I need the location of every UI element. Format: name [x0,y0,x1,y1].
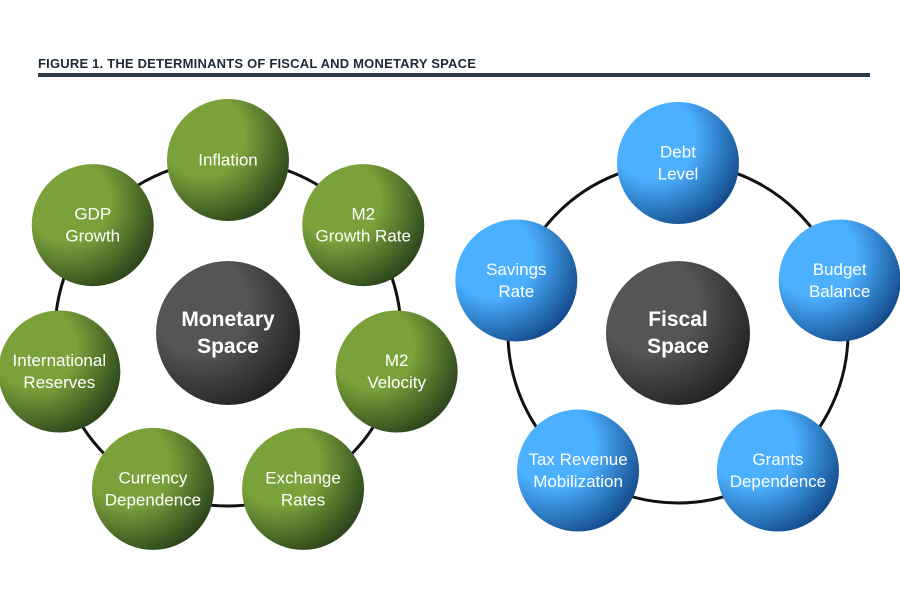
grants-dependence-node [716,409,839,532]
m2-velocity-node [335,310,458,433]
international-reserves-label: International Reserves [13,351,107,392]
gdp-growth-node [31,164,154,287]
fiscal-space-label: Fiscal Space [647,308,709,358]
exchange-rates-label: Exchange Rates [265,468,341,509]
fiscal-space-cycle: Debt Level Budget Balance Grants Dependence Ta… [455,102,900,532]
budget-balance-node [778,219,900,342]
savings-rate-node [455,219,578,342]
currency-dependence-label: Currency Dependence [105,468,201,509]
monetary-space-label: Monetary Space [181,308,275,358]
budget-balance-label: Budget Balance [809,260,870,301]
debt-level-node [617,102,739,224]
tax-revenue-mobilization-label: Tax Revenue Mobilization [528,450,627,491]
grants-dependence-label: Grants Dependence [730,450,826,491]
inflation-node [167,99,289,221]
m2-growth-rate-node [302,164,425,287]
exchange-rates-node [242,427,365,550]
fiscal-space-hub [606,261,750,405]
title-rule [38,73,870,77]
tax-revenue-mobilization-node [517,409,640,532]
international-reserves-node [0,310,121,433]
m2-growth-rate-label: M2 Growth Rate [316,205,411,246]
monetary-space-hub [156,261,300,405]
m2-velocity-label: M2 Velocity [367,351,426,392]
savings-rate-label: Savings Rate [486,260,546,301]
monetary-space-cycle: Inflation M2 Growth Rate M2 Velocity Exchange… [0,99,458,550]
gdp-growth-label: GDP Growth [65,205,120,246]
figure-title: FIGURE 1. THE DETERMINANTS OF FISCAL AND… [38,56,477,71]
inflation-label: Inflation [198,151,258,170]
currency-dependence-node [91,427,214,550]
debt-level-label: Debt Level [658,143,699,184]
